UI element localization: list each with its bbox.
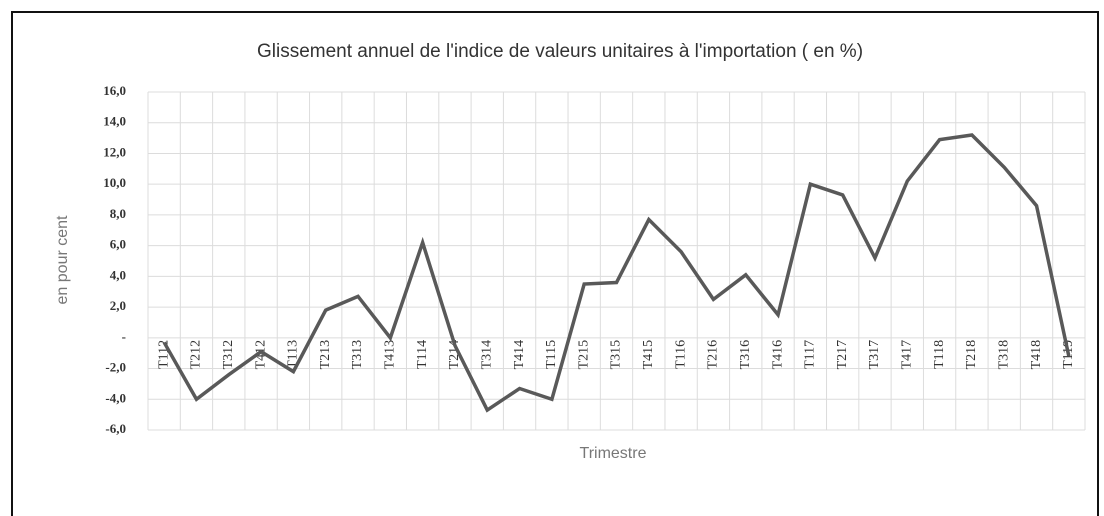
x-tick-label: T415 <box>641 340 656 370</box>
chart-title: Glissement annuel de l'indice de valeurs… <box>257 41 863 62</box>
x-tick-label: T317 <box>867 340 882 370</box>
x-tick-label: T118 <box>932 340 947 369</box>
chart-frame <box>11 11 1099 516</box>
x-tick-label: T414 <box>512 340 527 370</box>
x-tick-label: T117 <box>803 340 818 369</box>
y-tick-label: 10,0 <box>103 175 126 190</box>
y-tick-label: 16,0 <box>103 83 126 98</box>
x-tick-label: T214 <box>447 340 462 370</box>
x-tick-label: T212 <box>189 340 204 370</box>
x-tick-label: T318 <box>996 340 1011 370</box>
x-tick-label: T213 <box>318 340 333 370</box>
y-tick-label: 2,0 <box>110 298 126 313</box>
x-tick-label: T116 <box>673 340 688 369</box>
x-tick-label: T218 <box>964 340 979 370</box>
x-tick-label: T314 <box>479 340 494 370</box>
x-tick-label: T316 <box>738 340 753 370</box>
y-axis-title: en pour cent <box>54 215 71 305</box>
x-tick-label: T315 <box>609 340 624 370</box>
x-tick-label: T217 <box>835 340 850 370</box>
y-tick-label: 8,0 <box>110 206 126 221</box>
x-tick-label: T413 <box>383 340 398 370</box>
y-tick-label: -2,0 <box>105 360 126 375</box>
x-tick-label: T115 <box>544 340 559 369</box>
y-tick-label: 6,0 <box>110 237 126 252</box>
y-tick-label: -4,0 <box>105 390 126 405</box>
y-tick-label: 4,0 <box>110 267 126 282</box>
x-tick-label: T215 <box>576 340 591 370</box>
x-axis-title: Trimestre <box>580 445 647 462</box>
x-tick-label: T114 <box>415 340 430 369</box>
y-tick-label: 12,0 <box>103 144 126 159</box>
x-tick-label: T416 <box>770 340 785 370</box>
x-tick-label: T312 <box>221 340 236 370</box>
y-tick-label: -6,0 <box>105 421 126 436</box>
x-tick-label: T216 <box>706 340 721 370</box>
series-line <box>162 133 1071 413</box>
x-tick-label: T412 <box>253 340 268 370</box>
y-tick-label: - <box>122 329 126 344</box>
x-tick-label: T417 <box>900 340 915 370</box>
x-tick-label: T418 <box>1029 340 1044 370</box>
x-tick-label: T313 <box>350 340 365 370</box>
y-tick-label: 14,0 <box>103 114 126 129</box>
